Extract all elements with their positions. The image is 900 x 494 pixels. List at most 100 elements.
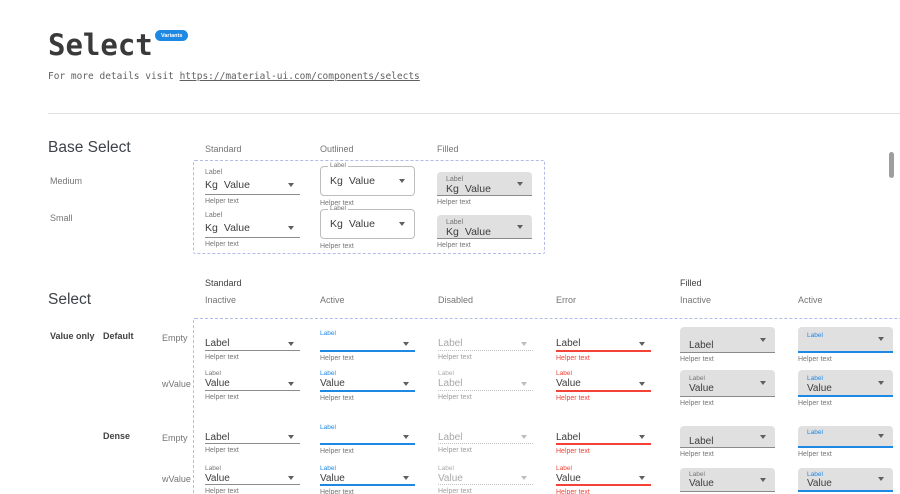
examples-frame-select xyxy=(193,318,900,494)
select-box[interactable]: Label xyxy=(680,327,775,353)
select-label xyxy=(205,326,300,337)
select-value-row[interactable]: Value xyxy=(556,377,651,392)
state-label-standard-disabled: Disabled xyxy=(438,295,474,305)
select-value: Label xyxy=(556,338,581,349)
select-value-row[interactable]: Value xyxy=(556,472,651,486)
select-box[interactable]: Label Kg Value xyxy=(437,215,532,239)
arrow-dropdown-icon xyxy=(399,179,405,183)
select-standard-disabled-default-empty[interactable]: Label Helper text xyxy=(438,326,533,361)
select-standard-active-dense-empty[interactable]: Label Helper text xyxy=(320,421,415,455)
select-helper-text: Helper text xyxy=(438,488,472,494)
select-standard-active-default-empty[interactable]: Label Helper text xyxy=(320,326,415,362)
select-helper-text: Helper text xyxy=(320,243,354,250)
row-label-medium: Medium xyxy=(50,176,83,186)
select-standard-disabled-dense-wvalue[interactable]: Label Value Helper text xyxy=(438,462,533,494)
base-select-outlined-medium[interactable]: Label Kg Value Helper text xyxy=(320,162,415,207)
select-label: Label xyxy=(438,464,454,472)
select-helper-text: Helper text xyxy=(556,395,590,402)
select-filled-inactive-dense-wvalue[interactable]: Label Value Helper text xyxy=(680,468,775,494)
select-value: Value xyxy=(320,472,345,484)
select-filled-inactive-default-wvalue[interactable]: Label Value Helper text xyxy=(680,370,775,407)
select-value-row[interactable] xyxy=(320,431,415,445)
arrow-dropdown-icon xyxy=(760,337,766,342)
arrow-dropdown-icon xyxy=(760,434,766,439)
select-value-row[interactable]: Label xyxy=(438,337,533,351)
arrow-dropdown-icon xyxy=(639,476,645,480)
select-box[interactable]: Label xyxy=(798,426,893,448)
base-select-standard-small[interactable]: Label Kg Value Helper text xyxy=(205,207,300,248)
arrow-dropdown-icon xyxy=(288,381,294,386)
select-filled-active-dense-wvalue[interactable]: Label Value Helper text xyxy=(798,468,893,494)
select-box[interactable]: Label Value xyxy=(798,468,893,492)
select-value-row[interactable]: Label xyxy=(556,431,651,445)
select-box[interactable]: Label Kg Value xyxy=(437,172,532,196)
scrollbar-thumb[interactable] xyxy=(889,152,894,178)
base-select-filled-small[interactable]: Label Kg Value Helper text xyxy=(437,215,532,249)
row-label-dense-wvalue: wValue xyxy=(162,474,191,484)
select-value-row[interactable]: Label xyxy=(438,431,533,444)
select-value-row: Kg Value xyxy=(446,226,523,238)
arrow-dropdown-icon xyxy=(403,341,409,346)
base-select-outlined-small[interactable]: Label Kg Value Helper text xyxy=(320,205,415,250)
variants-badge[interactable]: Variants xyxy=(155,30,189,41)
select-label: Label xyxy=(446,176,464,183)
select-standard-error-dense-empty[interactable]: Label Helper text xyxy=(556,421,651,455)
select-filled-active-default-empty[interactable]: Label Helper text xyxy=(798,327,893,363)
select-standard-inactive-default-wvalue[interactable]: Label Value Helper text xyxy=(205,366,300,401)
select-standard-error-default-wvalue[interactable]: Label Value Helper text xyxy=(556,366,651,402)
select-value-row[interactable]: Value xyxy=(205,377,300,391)
select-standard-active-default-wvalue[interactable]: Label Value Helper text xyxy=(320,366,415,402)
select-value-row[interactable]: Value xyxy=(320,377,415,392)
select-standard-disabled-default-wvalue[interactable]: Label Label Helper text xyxy=(438,366,533,401)
base-select-filled-medium[interactable]: Label Kg Value Helper text xyxy=(437,172,532,206)
select-box[interactable]: Label Kg Value xyxy=(320,205,415,239)
select-value-row: Label xyxy=(689,436,766,447)
select-box[interactable]: Label xyxy=(680,426,775,448)
group-label-standard: Standard xyxy=(205,278,242,288)
select-value-row[interactable]: Kg Value xyxy=(205,219,300,238)
select-box[interactable]: Label Value xyxy=(680,468,775,492)
arrow-dropdown-icon xyxy=(399,222,405,226)
base-select-standard-medium[interactable]: Label Kg Value Helper text xyxy=(205,164,300,205)
select-helper-text: Helper text xyxy=(798,356,832,363)
select-standard-inactive-dense-empty[interactable]: Label Helper text xyxy=(205,421,300,454)
select-value: Value xyxy=(348,218,375,230)
select-value-row[interactable]: Label xyxy=(205,337,300,351)
arrow-dropdown-icon xyxy=(639,435,645,439)
select-filled-active-default-wvalue[interactable]: Label Value Helper text xyxy=(798,370,893,407)
select-standard-disabled-dense-empty[interactable]: Label Helper text xyxy=(438,421,533,454)
arrow-dropdown-icon xyxy=(521,476,527,480)
state-label-standard-inactive: Inactive xyxy=(205,295,237,305)
select-standard-inactive-dense-wvalue[interactable]: Label Value Helper text xyxy=(205,462,300,494)
select-standard-inactive-default-empty[interactable]: Label Helper text xyxy=(205,326,300,361)
select-helper-text: Helper text xyxy=(680,356,714,363)
select-box[interactable]: Label Value xyxy=(680,370,775,397)
select-value-row[interactable]: Value xyxy=(320,472,415,486)
select-value-row[interactable] xyxy=(320,337,415,352)
select-helper-text: Helper text xyxy=(556,489,590,494)
select-box[interactable]: Label Value xyxy=(798,370,893,397)
select-value-row[interactable]: Value xyxy=(438,472,533,485)
select-value-row: Value xyxy=(689,382,766,395)
select-standard-error-default-empty[interactable]: Label Helper text xyxy=(556,326,651,362)
select-value-row[interactable]: Label xyxy=(205,431,300,444)
select-filled-active-dense-empty[interactable]: Label Helper text xyxy=(798,426,893,458)
select-value: Label xyxy=(556,431,581,443)
select-box[interactable]: Label xyxy=(798,327,893,353)
examples-frame-base xyxy=(193,160,545,254)
select-value-row[interactable]: Kg Value xyxy=(205,176,300,195)
select-value: Label xyxy=(689,436,714,447)
select-standard-active-dense-wvalue[interactable]: Label Value Helper text xyxy=(320,462,415,494)
select-filled-inactive-default-empty[interactable]: Label Helper text xyxy=(680,327,775,363)
state-label-standard-error: Error xyxy=(556,295,576,305)
row-label-default-wvalue: wValue xyxy=(162,379,191,389)
state-label-filled-active: Active xyxy=(798,295,823,305)
select-filled-inactive-dense-empty[interactable]: Label Helper text xyxy=(680,426,775,458)
select-value-row[interactable]: Value xyxy=(205,472,300,485)
arrow-dropdown-icon xyxy=(521,341,527,346)
select-box[interactable]: Label Kg Value xyxy=(320,162,415,196)
select-value-row[interactable]: Label xyxy=(556,337,651,352)
docs-link[interactable]: https://material-ui.com/components/selec… xyxy=(179,71,420,82)
select-value-row[interactable]: Label xyxy=(438,377,533,391)
select-standard-error-dense-wvalue[interactable]: Label Value Helper text xyxy=(556,462,651,494)
